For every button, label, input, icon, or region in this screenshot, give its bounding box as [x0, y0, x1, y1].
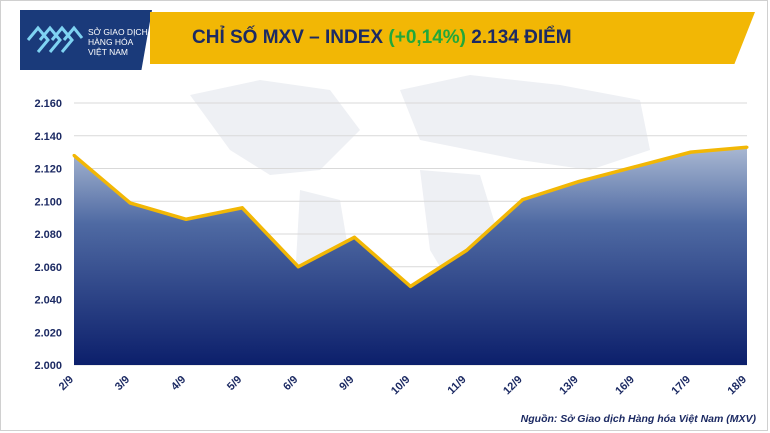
x-tick-label: 9/9: [337, 374, 356, 393]
data-point: [128, 201, 132, 205]
y-tick-label: 2.140: [34, 131, 62, 143]
data-point: [689, 150, 693, 154]
y-tick-label: 2.120: [34, 164, 62, 176]
data-point: [465, 248, 469, 252]
y-tick-label: 2.000: [34, 360, 62, 372]
logo-text-line1: SỞ GIAO DỊCH: [88, 27, 148, 37]
chart-title: CHỈ SỐ MXV – INDEX (+0,14%) 2.134 ĐIỂM: [192, 12, 572, 64]
logo-text-line3: VIỆT NAM: [88, 47, 128, 57]
x-tick-label: 3/9: [113, 374, 132, 393]
x-tick-label: 2/9: [57, 374, 76, 393]
data-point: [745, 145, 749, 149]
data-point: [409, 284, 412, 288]
logo-mark-icon: [26, 25, 84, 53]
x-tick-label: 11/9: [446, 374, 469, 397]
title-prefix: CHỈ SỐ MXV – INDEX: [192, 27, 384, 48]
mxv-logo: SỞ GIAO DỊCH HÀNG HÓA VIỆT NAM: [20, 10, 152, 70]
x-tick-label: 10/9: [389, 374, 413, 398]
x-tick-label: 18/9: [725, 374, 749, 398]
x-tick-label: 4/9: [169, 374, 188, 393]
y-tick-label: 2.040: [34, 295, 62, 307]
x-tick-label: 6/9: [281, 374, 300, 393]
area-fill: [74, 147, 747, 365]
y-tick-label: 2.100: [34, 196, 62, 208]
data-point: [577, 180, 581, 184]
data-point: [240, 206, 244, 210]
x-tick-label: 5/9: [225, 374, 244, 393]
data-point: [633, 165, 637, 169]
data-point: [352, 235, 356, 239]
data-point: [296, 265, 300, 269]
x-tick-label: 12/9: [501, 374, 525, 398]
x-tick-label: 16/9: [613, 374, 637, 398]
x-tick-label: 13/9: [557, 374, 581, 398]
y-tick-label: 2.080: [34, 229, 62, 241]
x-tick-label: 17/9: [669, 374, 693, 398]
data-point: [521, 198, 525, 202]
data-point: [72, 153, 76, 157]
title-change: (+0,14%): [388, 27, 467, 48]
title-banner: [150, 12, 755, 64]
logo-text-line2: HÀNG HÓA: [88, 37, 134, 47]
y-tick-label: 2.060: [34, 262, 62, 274]
y-tick-label: 2.020: [34, 327, 62, 339]
source-note: Nguồn: Sở Giao dịch Hàng hóa Việt Nam (M…: [520, 413, 756, 425]
title-value: 2.134 ĐIỂM: [471, 27, 572, 48]
data-point: [184, 217, 188, 221]
y-tick-label: 2.160: [34, 98, 62, 110]
